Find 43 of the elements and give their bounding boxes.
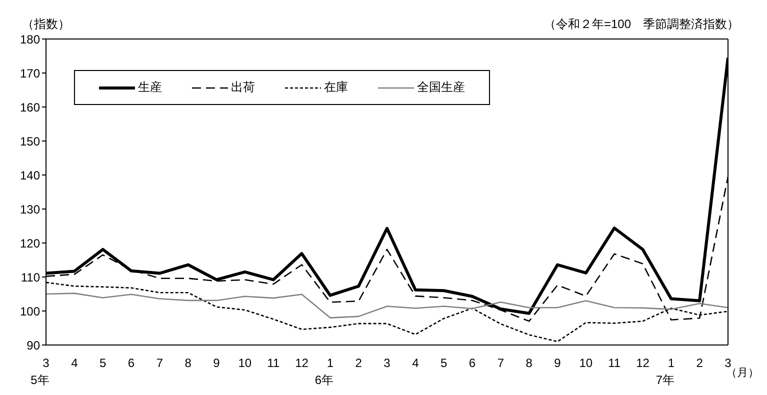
x-tick-label: 8 (184, 356, 192, 370)
x-tick-label: 3 5年 (30, 356, 50, 387)
x-tick-label: 2 (355, 356, 362, 370)
chart-subtitle: （令和２年=100 季節調整済指数） (544, 16, 739, 33)
x-tick-label: 7 (497, 356, 504, 370)
x-tick-label: 3 (384, 356, 391, 370)
x-tick-label: 9 (554, 356, 562, 370)
x-tick-label: 12 (636, 356, 650, 370)
legend-label: 在庫 (324, 79, 348, 96)
x-tick-label: 5 (99, 356, 106, 370)
x-tick-label: 8 (526, 356, 533, 370)
x-tick-label: 11 (267, 356, 280, 370)
x-tick-label: 6 (468, 356, 476, 370)
y-tick-label: 90 (26, 338, 40, 352)
legend-label: 生産 (138, 79, 162, 96)
x-tick-label: 12 (295, 356, 309, 370)
x-tick-label: 5 (440, 356, 448, 370)
y-tick-label: 130 (20, 202, 40, 216)
y-tick-label: 140 (20, 168, 40, 182)
x-tick-label: 2 (696, 356, 704, 370)
y-tick-label: 120 (20, 236, 40, 250)
legend-label: 全国生産 (417, 79, 465, 96)
y-axis-title: （指数） (22, 16, 70, 33)
x-tick-label: 1 6年 (314, 356, 334, 387)
y-tick-label: 170 (20, 66, 40, 80)
x-tick-label: 4 (71, 356, 78, 370)
y-tick-label: 160 (20, 100, 40, 114)
x-tick-label: 10 (238, 356, 252, 370)
x-tick-label: 4 (412, 356, 420, 370)
x-tick-label: 11 (608, 356, 621, 370)
y-tick-label: 180 (20, 32, 40, 46)
y-tick-label: 150 (20, 134, 40, 148)
x-tick-label: 6 (128, 356, 135, 370)
legend-label: 出荷 (231, 79, 255, 96)
x-tick-label: 7 (156, 356, 164, 370)
y-tick-label: 100 (20, 304, 40, 318)
x-tick-label: 9 (213, 356, 220, 370)
x-tick-label: 10 (579, 356, 593, 370)
line-series (46, 292, 728, 318)
x-tick-label: 3 (724, 356, 732, 370)
x-tick-label: 1 7年 (656, 356, 675, 387)
y-tick-label: 110 (20, 270, 40, 284)
x-axis-title: （月） (726, 367, 759, 380)
